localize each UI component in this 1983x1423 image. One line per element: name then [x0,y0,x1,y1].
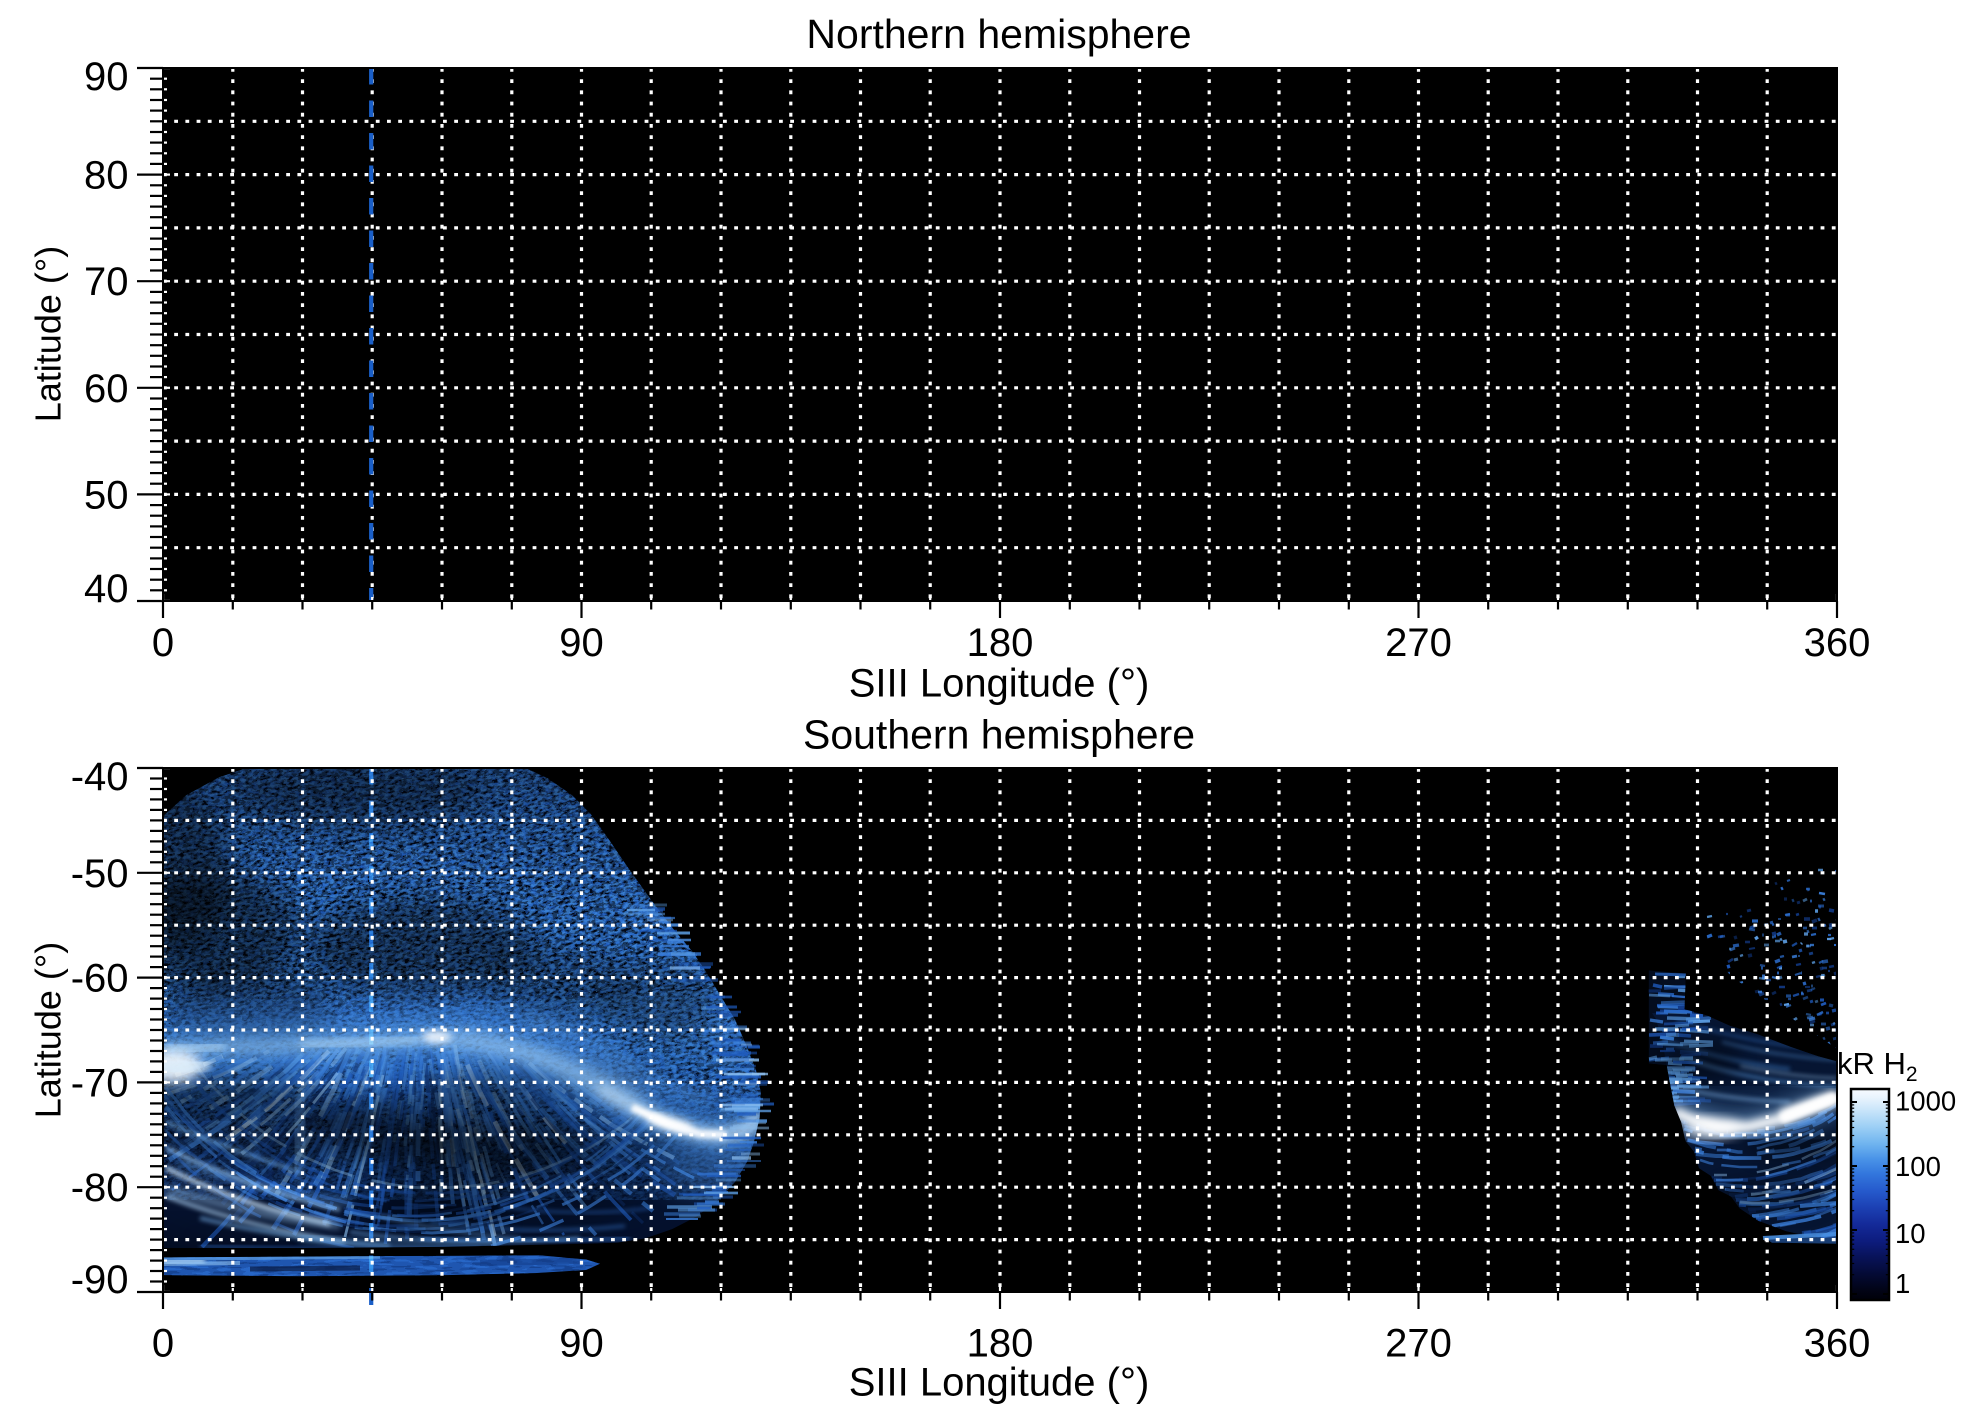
svg-text:360: 360 [1804,1321,1871,1365]
svg-text:-60: -60 [71,957,129,1001]
svg-text:180: 180 [967,621,1034,665]
svg-text:0: 0 [152,621,174,665]
svg-text:360: 360 [1804,621,1871,665]
svg-text:SIII Longitude (°): SIII Longitude (°) [849,662,1150,706]
svg-text:180: 180 [967,1321,1034,1365]
svg-text:Latitude (°): Latitude (°) [28,942,69,1118]
svg-text:Southern hemisphere: Southern hemisphere [803,712,1195,758]
svg-text:0: 0 [152,1321,174,1365]
svg-text:50: 50 [84,473,129,517]
svg-text:-50: -50 [71,852,129,896]
svg-text:-40: -40 [71,755,129,799]
svg-text:270: 270 [1385,1321,1452,1365]
svg-text:-80: -80 [71,1166,129,1210]
svg-text:100: 100 [1895,1151,1941,1182]
svg-text:60: 60 [84,367,129,411]
svg-text:40: 40 [84,567,129,611]
svg-text:-90: -90 [71,1258,129,1302]
svg-text:Northern hemisphere: Northern hemisphere [806,11,1191,57]
svg-text:1000: 1000 [1895,1086,1956,1117]
svg-text:90: 90 [559,1321,604,1365]
svg-text:kR H2: kR H2 [1837,1046,1918,1086]
svg-text:10: 10 [1895,1218,1926,1249]
svg-text:Latitude (°): Latitude (°) [28,246,69,422]
svg-text:-70: -70 [71,1061,129,1105]
svg-text:270: 270 [1385,621,1452,665]
svg-text:90: 90 [84,55,129,99]
svg-text:1: 1 [1895,1268,1910,1299]
svg-text:90: 90 [559,621,604,665]
svg-text:70: 70 [84,260,129,304]
svg-text:80: 80 [84,154,129,198]
svg-text:SIII Longitude (°): SIII Longitude (°) [849,1361,1150,1405]
